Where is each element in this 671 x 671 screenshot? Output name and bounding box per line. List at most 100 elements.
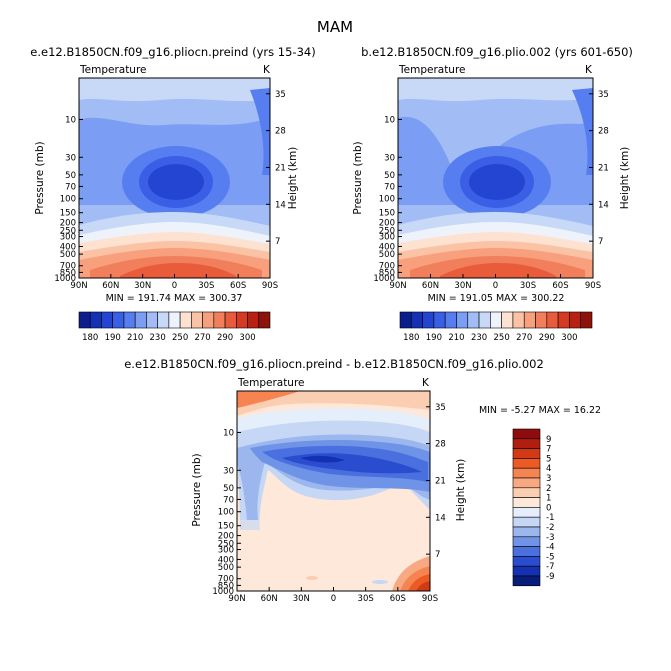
diff-x-tick-label: 30S xyxy=(358,594,374,604)
diff-h-tick-label: 7 xyxy=(435,550,440,560)
diff-colorbar-swatch xyxy=(512,438,541,449)
left-panel: Temperature K 90N 60N 30N 0 30S 60S 90S1030507… xyxy=(34,64,299,343)
left-colorbar-label: 300 xyxy=(239,333,255,343)
left-h-tick-label: 14 xyxy=(275,200,286,210)
diff-h-tick-label: 14 xyxy=(435,513,446,523)
diff-colorbar-swatch xyxy=(512,487,541,498)
diff-panel-title: e.e12.B1850CN.f09_g16.pliocn.preind - b.… xyxy=(124,357,544,371)
right-x-tick-label: 0 xyxy=(493,281,498,291)
diff-colorbar-swatch xyxy=(512,556,541,567)
right-h-tick-label: 14 xyxy=(598,200,609,210)
left-x-tick-label: 90N xyxy=(70,281,87,291)
left-p-tick-label: 850 xyxy=(60,268,76,278)
left-p-tick-label: 200 xyxy=(60,219,76,229)
right-x-tick-label: 60S xyxy=(552,281,568,291)
right-colorbar-swatch xyxy=(410,311,423,329)
left-colorbar-swatch xyxy=(179,311,192,329)
right-p-tick-label: 400 xyxy=(379,242,395,252)
left-colorbar-swatch xyxy=(213,311,226,329)
diff-x-tick-label: 30N xyxy=(293,594,310,604)
diff-p-tick-label: 50 xyxy=(223,484,234,494)
diff-colorbar-label: -9 xyxy=(546,572,554,582)
diff-p-tick-label: 1000 xyxy=(212,587,234,597)
right-y-axis-label: Pressure (mb) xyxy=(352,141,364,214)
diff-h-tick-label: 28 xyxy=(435,440,446,450)
diff-colorbar-swatch xyxy=(512,448,541,459)
right-colorbar-swatch xyxy=(557,311,570,329)
left-colorbar-swatch xyxy=(157,311,170,329)
diff-colorbar-label: 1 xyxy=(546,494,551,504)
left-p-tick-label: 700 xyxy=(60,262,76,272)
left-p-tick-label: 300 xyxy=(60,233,76,243)
right-var-label: Temperature xyxy=(398,64,466,76)
left-contour-field xyxy=(79,78,270,278)
diff-y-axis-label: Pressure (mb) xyxy=(191,453,203,526)
right-p-tick-label: 70 xyxy=(384,182,395,192)
right-x-tick-label: 30N xyxy=(454,281,471,291)
right-colorbar-swatch xyxy=(523,311,536,329)
right-colorbar-swatch xyxy=(433,311,446,329)
right-colorbar-label: 270 xyxy=(516,333,532,343)
left-h-tick-label: 28 xyxy=(275,127,286,137)
right-colorbar-swatch xyxy=(444,311,457,329)
right-colorbar-swatch xyxy=(456,311,469,329)
right-panel: Temperature K 90N 60N 30N 0 30S 60S 90S1030507… xyxy=(352,64,631,343)
left-colorbar-swatch xyxy=(78,311,91,329)
diff-p-tick-label: 300 xyxy=(218,546,234,556)
right-colorbar-swatch xyxy=(501,311,514,329)
left-colorbar-label: 190 xyxy=(105,333,121,343)
diff-colorbar-label: -1 xyxy=(546,513,554,523)
left-colorbar-label: 290 xyxy=(217,333,233,343)
diff-colorbar-label: -4 xyxy=(546,543,554,553)
left-unit-label: K xyxy=(263,64,271,76)
left-stats: MIN = 191.74 MAX = 300.37 xyxy=(106,293,243,304)
diff-p-tick-label: 500 xyxy=(218,563,234,573)
diff-colorbar-swatch xyxy=(512,546,541,557)
left-p-tick-label: 10 xyxy=(65,115,76,125)
diff-x-tick-label: 0 xyxy=(331,594,336,604)
left-colorbar-swatch xyxy=(146,311,158,329)
right-colorbar-swatch xyxy=(535,311,548,329)
page-title: MAM xyxy=(317,18,353,36)
diff-colorbar-label: 5 xyxy=(546,454,551,464)
left-h-tick-label: 35 xyxy=(275,90,286,100)
left-p-tick-label: 50 xyxy=(65,171,76,181)
right-x-tick-label: 60N xyxy=(422,281,439,291)
left-x-tick-label: 60S xyxy=(230,281,246,291)
diff-colorbar-label: 4 xyxy=(546,464,551,474)
left-colorbar-swatch xyxy=(89,311,102,329)
left-y-axis-label: Pressure (mb) xyxy=(34,141,46,214)
left-p-tick-label: 1000 xyxy=(54,274,76,284)
right-colorbar-swatch xyxy=(490,311,502,329)
right-p-tick-label: 30 xyxy=(384,153,395,163)
diff-colorbar-label: 9 xyxy=(546,435,551,445)
right-colorbar-label: 300 xyxy=(561,333,577,343)
right-colorbar-label: 190 xyxy=(426,333,442,343)
diff-colorbar-swatch xyxy=(512,477,541,489)
left-colorbar-swatch xyxy=(191,311,203,329)
diff-colorbar-label: 3 xyxy=(546,474,551,484)
right-x-tick-label: 90S xyxy=(585,281,601,291)
left-colorbar-swatch xyxy=(123,311,136,329)
left-p-tick-label: 30 xyxy=(65,153,76,163)
left-colorbar-swatch xyxy=(101,311,114,329)
diff-h-tick-label: 21 xyxy=(435,476,446,486)
diff-p-tick-label: 10 xyxy=(223,428,234,438)
diff-colorbar-label: 0 xyxy=(546,503,551,513)
diff-colorbar-swatch xyxy=(512,467,541,479)
left-colorbar-swatch xyxy=(258,311,271,329)
diff-p-tick-label: 700 xyxy=(218,575,234,585)
left-x-tick-label: 90S xyxy=(262,281,278,291)
right-p-tick-label: 850 xyxy=(379,268,395,278)
diff-p-tick-label: 100 xyxy=(218,508,234,518)
right-h-tick-label: 28 xyxy=(598,127,609,137)
diff-colorbar-swatch xyxy=(512,428,541,440)
left-x-tick-label: 60N xyxy=(102,281,119,291)
diff-colorbar-label: 2 xyxy=(546,484,551,494)
diff-p-tick-label: 70 xyxy=(223,495,234,505)
diff-colorbar-swatch xyxy=(512,458,541,469)
left-colorbar-swatch xyxy=(235,311,248,329)
diff-colorbar-swatch xyxy=(512,575,541,587)
diff-colorbar-label: -2 xyxy=(546,523,554,533)
